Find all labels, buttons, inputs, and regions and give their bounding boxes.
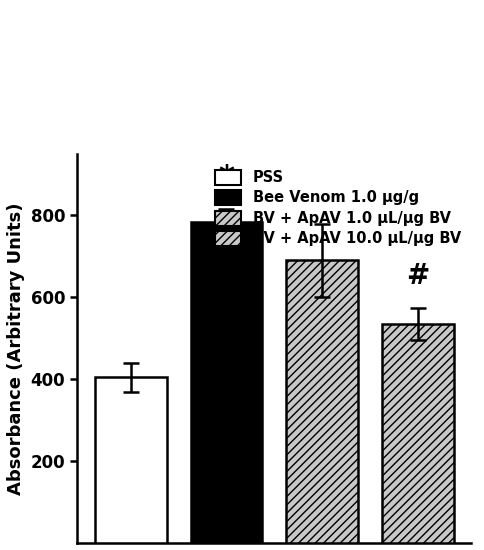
Bar	[95, 377, 166, 543]
Legend: PSS, Bee Venom 1.0 μg/g, BV + ApAV 1.0 μL/μg BV, BV + ApAV 10.0 μL/μg BV: PSS, Bee Venom 1.0 μg/g, BV + ApAV 1.0 μ…	[210, 165, 465, 251]
Bar	[190, 222, 262, 543]
Text: #: #	[405, 262, 428, 290]
Y-axis label: Absorbance (Arbitrary Units): Absorbance (Arbitrary Units)	[7, 202, 25, 495]
Bar	[381, 324, 453, 543]
Bar	[286, 261, 357, 543]
Text: *: *	[218, 163, 234, 192]
